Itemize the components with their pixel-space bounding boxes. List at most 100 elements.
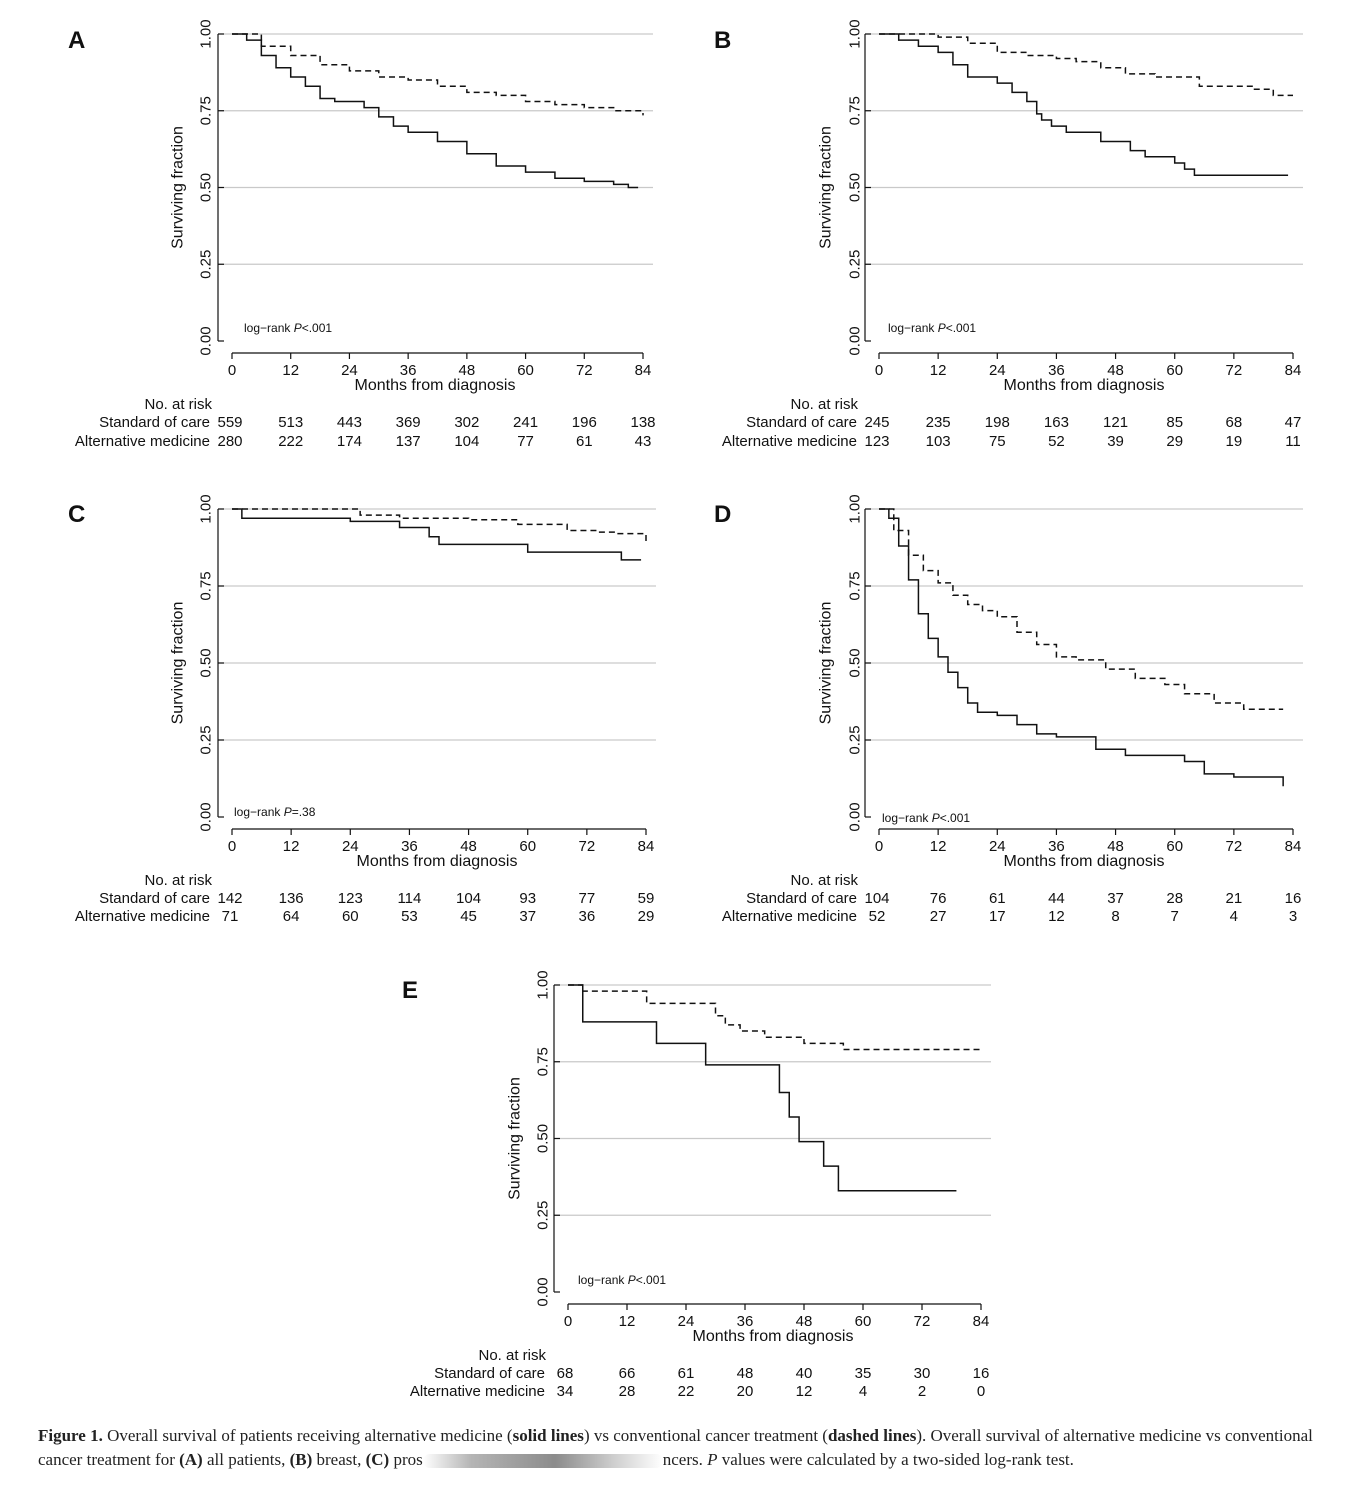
risk-row-label-a-1: Alternative medicine xyxy=(75,433,210,450)
series-standard-of-care-e xyxy=(568,984,981,1051)
risk-row-label-b-1: Alternative medicine xyxy=(722,433,857,450)
series-standard-of-care-c xyxy=(232,508,647,543)
risk-value-a-1-4: 104 xyxy=(454,433,479,450)
risk-value-a-0-7: 138 xyxy=(630,414,655,431)
logrank-p-c: P xyxy=(284,805,292,819)
caption-text-7: ncers. xyxy=(662,1450,708,1469)
y-tick-label-a-1: 0.25 xyxy=(198,250,215,279)
risk-title-c: No. at risk xyxy=(144,872,212,889)
x-tick-label-d-5: 60 xyxy=(1166,838,1183,855)
x-tick-label-a-0: 0 xyxy=(228,362,236,379)
x-tick-label-a-3: 36 xyxy=(400,362,417,379)
risk-value-b-1-0: 123 xyxy=(864,433,889,450)
risk-value-e-0-7: 16 xyxy=(973,1365,990,1382)
chart-panel-d: D 0.00 0.25 0.50 0.75 1.00 Surviving fraction 0… xyxy=(714,494,1303,925)
y-tick-label-c-1: 0.25 xyxy=(198,725,215,754)
y-tick-label-a-3: 0.75 xyxy=(198,96,215,125)
risk-value-d-1-7: 3 xyxy=(1289,908,1297,925)
y-tick-label-b-3: 0.75 xyxy=(847,96,864,125)
chart-panel-a: A 0.00 0.25 0.50 0.75 1.00 Surviving fraction 0… xyxy=(68,19,656,450)
risk-value-d-0-0: 104 xyxy=(864,890,889,907)
risk-value-b-1-1: 103 xyxy=(926,433,951,450)
x-tick-label-c-1: 12 xyxy=(283,838,300,855)
y-tick-label-e-1: 0.25 xyxy=(535,1201,552,1230)
y-tick-label-c-4: 1.00 xyxy=(198,494,215,523)
risk-row-label-b-0: Standard of care xyxy=(746,414,857,431)
risk-value-e-1-3: 20 xyxy=(737,1383,754,1400)
caption-panel-c: (C) xyxy=(365,1450,390,1469)
risk-row-label-e-1: Alternative medicine xyxy=(410,1383,545,1400)
risk-value-a-1-2: 174 xyxy=(337,433,362,450)
x-tick-label-a-7: 84 xyxy=(635,362,652,379)
x-tick-label-b-3: 36 xyxy=(1048,362,1065,379)
caption-panel-a: (A) xyxy=(179,1450,203,1469)
logrank-prefix-c: log−rank xyxy=(234,805,284,819)
panel-letter-c: C xyxy=(68,501,85,528)
risk-value-c-1-6: 36 xyxy=(579,908,596,925)
risk-value-a-0-4: 302 xyxy=(454,414,479,431)
risk-value-b-1-2: 75 xyxy=(989,433,1006,450)
x-tick-label-e-1: 12 xyxy=(619,1313,636,1330)
x-tick-label-c-3: 36 xyxy=(401,838,418,855)
logrank-prefix-b: log−rank xyxy=(888,321,938,335)
x-tick-label-a-4: 48 xyxy=(459,362,476,379)
chart-panel-b: B 0.00 0.25 0.50 0.75 1.00 Surviving fraction 0… xyxy=(714,19,1303,450)
x-axis-title-d: Months from diagnosis xyxy=(1004,853,1165,870)
x-tick-label-c-0: 0 xyxy=(228,838,236,855)
risk-value-c-0-0: 142 xyxy=(217,890,242,907)
risk-value-c-0-4: 104 xyxy=(456,890,481,907)
risk-value-c-1-7: 29 xyxy=(638,908,655,925)
x-tick-label-d-4: 48 xyxy=(1107,838,1124,855)
risk-value-a-1-6: 61 xyxy=(576,433,593,450)
panel-letter-e: E xyxy=(402,977,418,1004)
risk-value-a-1-7: 43 xyxy=(635,433,652,450)
y-tick-label-d-0: 0.00 xyxy=(847,802,864,831)
x-tick-label-c-6: 72 xyxy=(579,838,596,855)
caption-text-6: pros xyxy=(389,1450,423,1469)
caption-text-2: ) vs conventional cancer treatment ( xyxy=(583,1426,828,1445)
y-tick-label-a-4: 1.00 xyxy=(198,19,215,48)
risk-value-c-1-2: 60 xyxy=(342,908,359,925)
risk-value-e-1-6: 2 xyxy=(918,1383,926,1400)
risk-value-c-0-1: 136 xyxy=(279,890,304,907)
x-tick-label-e-7: 84 xyxy=(973,1313,990,1330)
x-tick-label-d-7: 84 xyxy=(1285,838,1302,855)
x-tick-label-c-2: 24 xyxy=(342,838,359,855)
risk-value-c-0-3: 114 xyxy=(397,890,421,907)
risk-value-a-1-3: 137 xyxy=(396,433,421,450)
risk-value-c-0-6: 77 xyxy=(579,890,596,907)
caption-panel-b: (B) xyxy=(289,1450,313,1469)
risk-value-c-1-5: 37 xyxy=(519,908,536,925)
risk-value-d-1-3: 12 xyxy=(1048,908,1065,925)
figure-canvas: A 0.00 0.25 0.50 0.75 1.00 Surviving fraction 0… xyxy=(68,19,1303,1400)
x-tick-label-e-3: 36 xyxy=(737,1313,754,1330)
risk-value-a-0-2: 443 xyxy=(337,414,362,431)
risk-value-b-0-1: 235 xyxy=(926,414,951,431)
logrank-p-d: P xyxy=(932,811,940,825)
series-standard-of-care-b xyxy=(879,33,1293,97)
risk-row-label-e-0: Standard of care xyxy=(434,1365,545,1382)
y-tick-label-c-0: 0.00 xyxy=(198,802,215,831)
y-axis-title-d: Surviving fraction xyxy=(818,602,835,725)
risk-row-label-c-1: Alternative medicine xyxy=(75,908,210,925)
risk-value-c-0-5: 93 xyxy=(519,890,536,907)
risk-value-e-0-4: 40 xyxy=(796,1365,813,1382)
risk-value-d-0-2: 61 xyxy=(989,890,1006,907)
y-tick-label-d-4: 1.00 xyxy=(847,494,864,523)
risk-value-e-1-7: 0 xyxy=(977,1383,985,1400)
y-tick-label-b-4: 1.00 xyxy=(847,19,864,48)
x-tick-label-a-5: 60 xyxy=(517,362,534,379)
risk-value-b-1-3: 52 xyxy=(1048,433,1065,450)
risk-value-a-1-0: 280 xyxy=(217,433,242,450)
x-tick-label-d-1: 12 xyxy=(930,838,947,855)
y-axis-title-b: Surviving fraction xyxy=(818,126,835,249)
risk-value-b-0-5: 85 xyxy=(1166,414,1183,431)
logrank-value-c: =.38 xyxy=(292,805,316,819)
panel-letter-a: A xyxy=(68,27,85,54)
x-tick-label-d-0: 0 xyxy=(875,838,883,855)
logrank-value-a: <.001 xyxy=(302,321,333,335)
risk-row-label-d-1: Alternative medicine xyxy=(722,908,857,925)
y-tick-label-a-0: 0.00 xyxy=(198,326,215,355)
risk-value-d-1-2: 17 xyxy=(989,908,1006,925)
risk-value-e-0-3: 48 xyxy=(737,1365,754,1382)
